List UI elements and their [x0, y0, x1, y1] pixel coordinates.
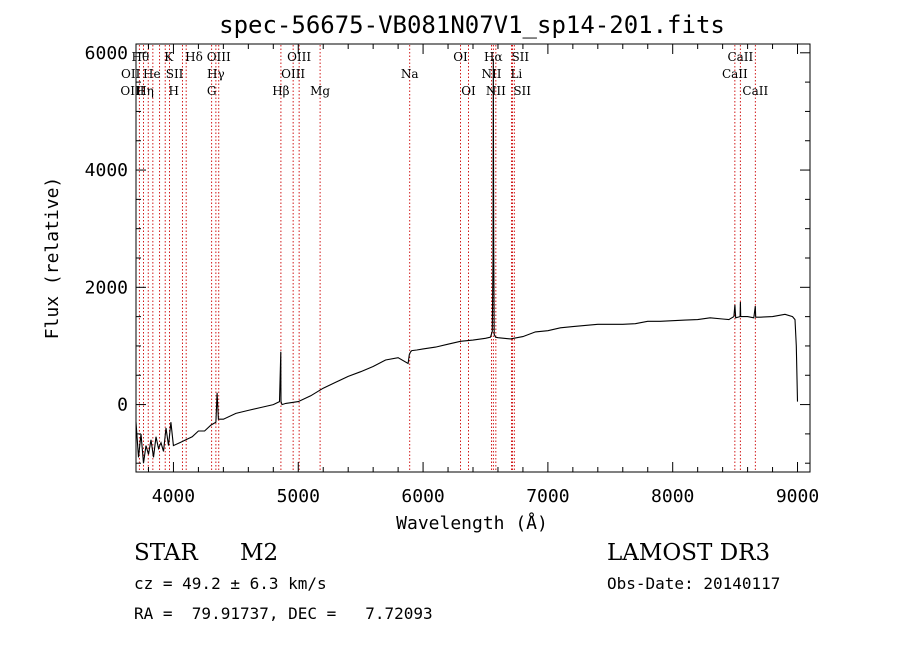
x-tick-label-0: 4000	[152, 486, 195, 507]
x-tick-label-5: 9000	[776, 486, 819, 507]
line-label-6: H	[168, 84, 178, 98]
spectrum-line	[135, 58, 799, 464]
y-tick-label-2: 4000	[85, 160, 128, 181]
line-label-19: NII	[481, 67, 501, 81]
survey-label: LAMOST DR3	[607, 540, 771, 566]
x-tick-label-4: 8000	[651, 486, 694, 507]
line-label-14: OIII	[287, 50, 311, 64]
y-tick-label-3: 6000	[85, 43, 128, 64]
x-tick-label-1: 5000	[277, 486, 320, 507]
line-label-11: G	[207, 84, 217, 98]
spectral-line-markers	[138, 45, 756, 471]
chart-title: spec-56675-VB081N07V1_sp14-201.fits	[219, 11, 725, 39]
line-label-27: CaII	[742, 84, 768, 98]
line-label-21: NII	[486, 84, 506, 98]
y-axis-label: Flux (relative)	[42, 177, 63, 340]
line-label-2: OIII	[120, 84, 144, 98]
line-label-5: K	[164, 50, 174, 64]
y-axis-ticks: 0 2000 4000 6000	[85, 43, 810, 464]
line-label-18: OI	[461, 84, 476, 98]
line-label-7: SII	[166, 67, 184, 81]
x-tick-label-2: 6000	[401, 486, 444, 507]
plot-frame	[135, 43, 811, 473]
y-tick-label-0: 0	[117, 395, 128, 416]
x-axis-ticks: 4000 5000 6000 7000 8000 9000	[147, 44, 819, 507]
x-tick-label-3: 7000	[526, 486, 569, 507]
line-label-20: Hα	[484, 50, 503, 64]
coordinates-text: RA = 79.91737, DEC = 7.72093	[134, 604, 433, 623]
obs-date-text: Obs-Date: 20140117	[607, 574, 781, 593]
line-label-4: He	[143, 67, 161, 81]
line-label-24: SII	[513, 84, 531, 98]
line-label-10: Hγ	[207, 67, 225, 81]
line-label-17: OI	[453, 50, 468, 64]
object-class-label: STAR	[134, 540, 198, 566]
line-label-3: Hη	[136, 84, 154, 98]
line-label-26: CaII	[727, 50, 753, 64]
line-label-23: SII	[511, 50, 529, 64]
line-label-16: Na	[401, 67, 419, 81]
object-subclass-label: M2	[240, 540, 279, 566]
line-label-9: OIII	[207, 50, 231, 64]
line-label-8: Hδ	[185, 50, 203, 64]
line-label-15: Mg	[310, 84, 330, 98]
y-tick-label-1: 2000	[85, 277, 128, 298]
x-axis-label: Wavelength (Å)	[396, 512, 548, 534]
line-label-12: Hβ	[272, 84, 289, 98]
line-label-0: Hθ	[132, 50, 150, 64]
line-label-22: Li	[510, 67, 522, 81]
line-label-13: OIII	[281, 67, 305, 81]
line-label-1: OII	[121, 67, 141, 81]
redshift-text: cz = 49.2 ± 6.3 km/s	[134, 574, 327, 593]
line-label-25: CaII	[722, 67, 748, 81]
